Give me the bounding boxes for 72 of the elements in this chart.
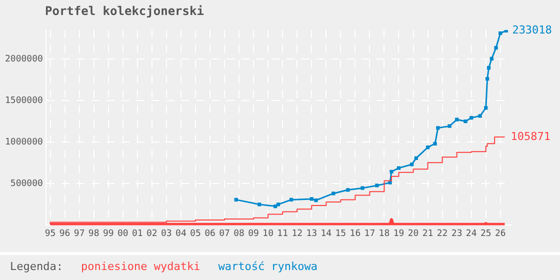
y-tick-label: 2000000 [4,54,43,64]
point [436,126,440,130]
point [414,156,418,160]
point [470,116,474,120]
point [390,170,394,174]
point [433,142,437,146]
x-tick-label: 01 [132,228,143,239]
x-tick-label: 11 [277,228,288,239]
point [234,198,238,202]
text: poniesione wydatki [80,260,200,273]
x-tick-label: 10 [262,228,274,239]
annotation: 233018 [512,24,552,37]
x-tick-label: 17 [364,228,376,239]
point [310,197,314,201]
x-tick-label: 02 [146,228,158,239]
point [486,76,490,81]
x-tick-label: 21 [422,228,434,239]
text: wartość rynkowa [218,260,318,273]
legend-title: Legenda: [10,260,63,273]
point [388,180,392,184]
x-tick-label: 15 [335,228,346,239]
x-tick-label: 08 [234,228,244,239]
x-tick-label: 99 [102,228,114,239]
point [455,118,459,122]
x-tick-label: 07 [219,228,230,239]
point [276,202,280,206]
x-tick-label: 96 [59,228,70,239]
point [258,202,262,206]
point [289,198,294,202]
point [346,188,350,192]
x-tick-label: 04 [176,228,186,239]
x-tick-label: 18 [378,228,390,239]
point [478,114,482,118]
point [426,145,430,150]
point [274,204,278,208]
point [494,46,498,50]
y-tick-label: 500000 [10,179,43,190]
x-tick-label: 13 [306,228,318,239]
x-tick-label: 25 [480,228,492,239]
x-tick-label: 00 [117,228,128,239]
point [332,192,336,196]
point [484,106,488,110]
x-tick-label: 14 [320,228,332,239]
x-tick-label: 19 [393,228,404,239]
point [490,56,494,61]
chart-title: Portfel kolekcjonerski [45,4,204,18]
x-tick-label: 95 [44,228,56,239]
point [360,186,364,190]
x-tick-label: 23 [451,228,462,239]
x-tick-label: 20 [408,228,419,239]
x-tick-label: 03 [161,228,172,239]
annotation: 105871 [510,130,550,143]
point [410,162,414,166]
x-tick-label: 24 [466,228,477,239]
x-tick-label: 12 [292,228,303,239]
point [448,124,452,128]
x-tick-label: 97 [74,228,85,239]
x-tick-label: 16 [350,228,361,239]
point [464,120,468,124]
point [486,66,491,70]
y-tick-label: 1500000 [4,96,43,106]
y-tick-label: 1000000 [4,137,43,148]
x-tick-label: 26 [494,228,506,239]
point [498,31,502,35]
x-tick-label: 06 [204,228,216,239]
point [375,184,379,188]
point [314,198,318,202]
x-tick-label: 05 [190,228,201,239]
x-tick-label: 98 [88,228,100,239]
x-tick-label: 22 [436,228,448,239]
point [396,166,401,170]
x-tick-label: 09 [248,228,259,239]
